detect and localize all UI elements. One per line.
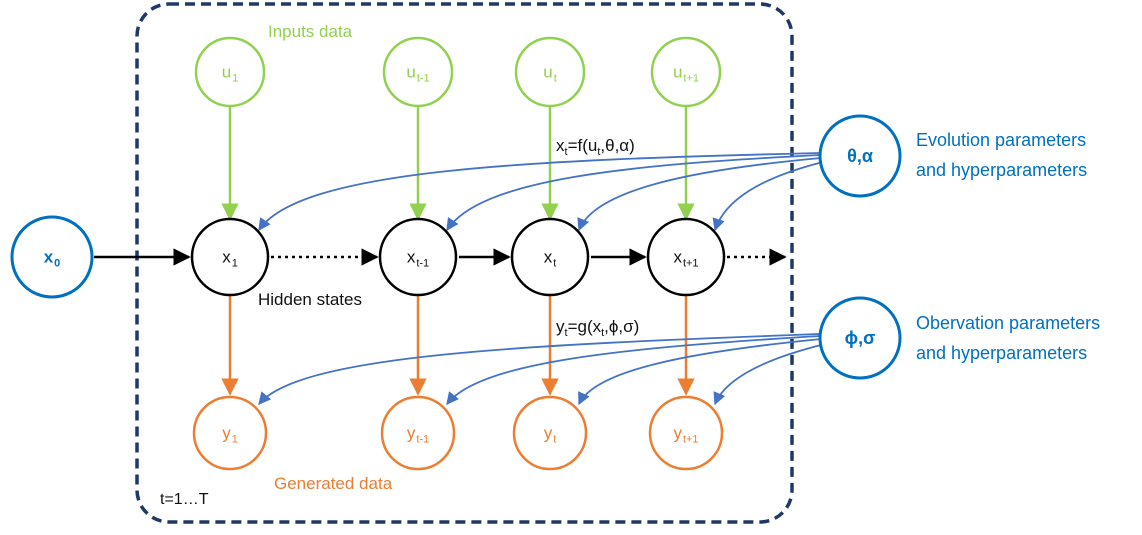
output-label-3-sub: t — [553, 433, 557, 446]
hidden-title: Hidden states — [258, 290, 362, 309]
observation-arrow-yt — [578, 338, 822, 406]
hidden-label-3-base: x — [543, 247, 553, 267]
output-label-3: yt — [543, 423, 557, 446]
input-label-2-sub: t-1 — [416, 72, 430, 85]
hidden-label-2: xt-1 — [406, 247, 429, 270]
input-node-1 — [194, 36, 266, 108]
input-label-2: ut-1 — [406, 62, 429, 85]
input-label-1: u1 — [221, 62, 239, 85]
observation-arrow-yt+1 — [713, 343, 826, 406]
input-node-2 — [382, 36, 454, 108]
observation-eq-lhs: y — [556, 317, 565, 336]
evolution-params-node — [818, 114, 902, 198]
evolution-arrow-x1 — [258, 152, 821, 232]
observation-eq-mid: =g(x — [567, 317, 602, 336]
evolution-arrow-xt-1 — [446, 154, 821, 232]
evolution-params-symbol: θ,α — [847, 146, 873, 166]
hidden-label-2-base: x — [406, 247, 416, 267]
hidden-label-4-sub: t+1 — [682, 257, 699, 270]
evolution-arrow-xt+1 — [712, 161, 824, 232]
hidden-label-2-sub: t-1 — [416, 257, 430, 270]
output-label-2: yt-1 — [406, 423, 429, 446]
output-label-1-sub: 1 — [231, 433, 238, 446]
output-label-2-base: y — [406, 423, 416, 443]
hidden-node-1 — [190, 217, 270, 297]
observation-params-node — [818, 296, 902, 380]
hidden-label-1: x1 — [222, 247, 238, 270]
observation-params-label-1: Obervation parameters — [916, 313, 1101, 333]
evolution-arrow-xt — [577, 157, 822, 232]
evolution-eq-lhs: x — [556, 136, 565, 155]
observation-arrow-yt-1 — [446, 335, 821, 405]
inputs-title: Inputs data — [268, 22, 353, 41]
output-label-3-base: y — [543, 423, 553, 443]
output-label-1-base: y — [222, 423, 231, 443]
hidden-label-1-base: x — [222, 247, 231, 267]
generated-title: Generated data — [274, 474, 393, 493]
input-label-1-sub: 1 — [232, 72, 239, 85]
evolution-eq-rhs: ,θ,α) — [600, 136, 635, 155]
output-nodes — [192, 395, 724, 471]
time-plate-frame — [135, 2, 794, 524]
input-nodes — [194, 36, 722, 108]
observation-arrow-y1 — [258, 333, 821, 405]
hidden-label-4-base: x — [673, 247, 682, 267]
input-label-3: ut — [543, 62, 557, 85]
input-label-2-base: u — [406, 62, 416, 82]
evolution-params-label-2: and hyperparameters — [916, 160, 1088, 180]
hidden-nodes — [190, 217, 726, 297]
evolution-eq-lhs-sub: t — [564, 146, 568, 158]
evolution-eq-mid: =f(u — [567, 136, 598, 155]
hidden-label-4: xt+1 — [673, 247, 698, 270]
output-label-2-sub: t-1 — [416, 433, 430, 446]
output-label-1: y1 — [222, 423, 238, 446]
output-label-4: yt+1 — [673, 423, 698, 446]
input-node-4 — [650, 36, 722, 108]
observation-params-symbol: ϕ,σ — [844, 328, 876, 348]
observation-param-arrows — [258, 333, 826, 406]
output-label-4-base: y — [673, 423, 682, 443]
output-node-3 — [512, 395, 588, 471]
input-label-3-sub: t — [553, 72, 557, 85]
evolution-param-arrows — [258, 152, 824, 232]
observation-params-label-2: and hyperparameters — [916, 343, 1088, 363]
output-node-4 — [648, 395, 724, 471]
input-label-4: ut+1 — [672, 62, 699, 85]
time-range-label: t=1…T — [160, 491, 209, 508]
initial-state-node — [10, 215, 94, 299]
observation-eq-mid-sub: t — [601, 327, 605, 339]
evolution-params-label-1: Evolution parameters — [916, 130, 1087, 150]
hidden-label-1-sub: 1 — [231, 257, 238, 270]
evolution-equation: xt=f(ut,θ,α) — [556, 136, 635, 158]
output-node-1 — [192, 395, 268, 471]
initial-state-label: x0 — [43, 247, 61, 270]
input-label-4-base: u — [672, 62, 683, 82]
initial-state-base: x — [43, 247, 54, 267]
input-label-1-base: u — [221, 62, 232, 82]
input-node-3 — [514, 36, 586, 108]
observation-eq-rhs: ,ϕ,σ) — [604, 317, 640, 336]
output-node-2 — [380, 395, 456, 471]
input-label-4-sub: t+1 — [683, 72, 700, 85]
hidden-label-3: xt — [543, 247, 557, 270]
initial-state-sub: 0 — [54, 257, 61, 270]
hidden-node-4 — [646, 217, 726, 297]
observation-eq-lhs-sub: t — [564, 327, 568, 339]
hidden-node-2 — [378, 217, 458, 297]
output-arrows — [221, 294, 695, 396]
input-label-3-base: u — [543, 62, 553, 82]
output-label-4-sub: t+1 — [682, 433, 699, 446]
hidden-node-3 — [510, 217, 590, 297]
evolution-eq-mid-sub: t — [597, 146, 601, 158]
observation-equation: yt=g(xt,ϕ,σ) — [556, 317, 640, 339]
hidden-label-3-sub: t — [553, 257, 557, 270]
